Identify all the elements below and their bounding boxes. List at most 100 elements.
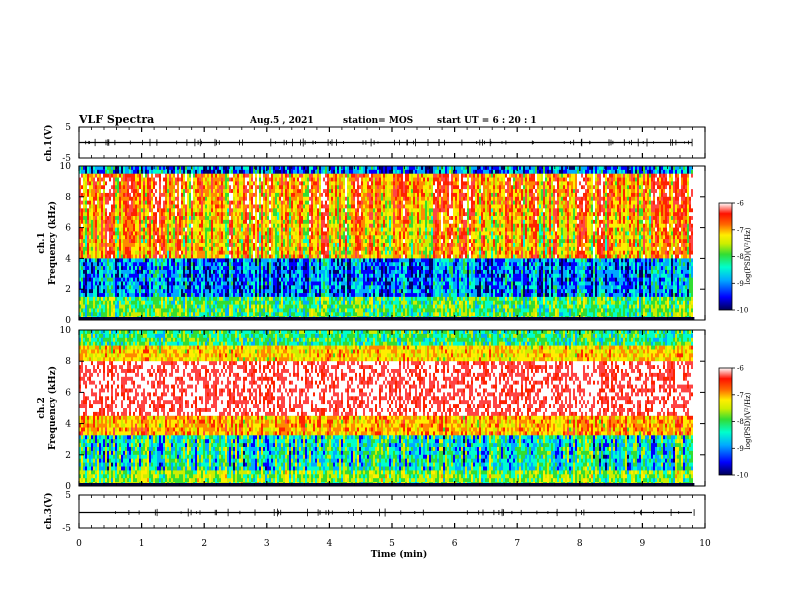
spectrogram-cell: [139, 251, 141, 255]
spectrogram-cell: [135, 208, 137, 212]
spectrogram-cell: [125, 197, 127, 201]
spectrogram-cell: [113, 308, 115, 312]
spectrogram-cell: [129, 193, 131, 197]
spectrogram-cell: [107, 255, 109, 259]
spectrogram-cell: [133, 181, 135, 185]
spectrogram-cell: [91, 297, 93, 301]
spectrogram-cell: [137, 312, 139, 316]
spectrogram-cell: [87, 308, 89, 312]
spectrogram-cell: [115, 224, 117, 228]
spectrogram-cell: [89, 212, 91, 216]
spectrogram-cell: [111, 185, 113, 189]
spectrogram-cell: [111, 228, 113, 232]
spectrogram-cell: [125, 312, 127, 316]
spectrogram-cell: [89, 297, 91, 301]
spectrogram-cell: [85, 212, 87, 216]
spectrogram-cell: [121, 278, 123, 282]
spectrogram-cell: [129, 224, 131, 228]
spectrogram-cell: [107, 289, 109, 293]
spectrogram-cell: [105, 181, 107, 185]
spectrogram-cell: [93, 270, 95, 274]
spectrogram-cell: [127, 181, 129, 185]
spectrogram-cell: [137, 201, 139, 205]
spectrogram-cell: [107, 301, 109, 305]
spectrogram-cell: [103, 301, 105, 305]
spectrogram-cell: [91, 212, 93, 216]
spectrogram-cell: [125, 239, 127, 243]
spectrogram-cell: [127, 208, 129, 212]
spectrogram-cell: [85, 293, 87, 297]
spectrogram-cell: [87, 278, 89, 282]
spectrogram-cell: [131, 185, 133, 189]
spectrogram-cell: [103, 197, 105, 201]
spectrogram-cell: [117, 243, 119, 247]
spectrogram-cell: [133, 205, 135, 209]
spectrogram-cell: [101, 231, 103, 235]
spectrogram-cell: [117, 166, 119, 170]
spectrogram-cell: [131, 251, 133, 255]
spectrogram-cell: [83, 308, 85, 312]
spectrogram-cell: [91, 189, 93, 193]
spectrogram-cell: [95, 201, 97, 205]
spectrogram-cell: [123, 266, 125, 270]
spectrogram-cell: [115, 174, 117, 178]
spectrogram-cell: [115, 305, 117, 309]
spectrogram-cell: [85, 243, 87, 247]
spectrogram-cell: [119, 201, 121, 205]
spectrogram-cell: [129, 270, 131, 274]
spectrogram-cell: [109, 208, 111, 212]
spectrogram-cell: [85, 247, 87, 251]
spectrogram-cell: [83, 231, 85, 235]
spectrogram-cell: [91, 197, 93, 201]
spectrogram-cell: [117, 247, 119, 251]
spectrogram-cell: [105, 266, 107, 270]
spectrogram-cell: [131, 270, 133, 274]
spectrogram-cell: [81, 266, 83, 270]
spectrogram-cell: [137, 274, 139, 278]
spectrogram-cell: [85, 266, 87, 270]
spectrogram-cell: [137, 239, 139, 243]
spectrogram-cell: [123, 228, 125, 232]
spectrogram-cell: [91, 274, 93, 278]
spectrogram-cell: [95, 170, 97, 174]
date-label: Aug.5 , 2021: [249, 116, 314, 126]
spectrogram-cell: [129, 255, 131, 259]
spectrogram-cell: [109, 181, 111, 185]
spectrogram-cell: [139, 235, 141, 239]
spectrogram-cell: [139, 278, 141, 282]
spectrogram-cell: [109, 170, 111, 174]
spectrogram-cell: [117, 208, 119, 212]
spectrogram-cell: [103, 208, 105, 212]
spectrogram-cell: [109, 247, 111, 251]
spectrogram-cell: [101, 289, 103, 293]
spectrogram-cell: [121, 235, 123, 239]
spectrogram-cell: [97, 247, 99, 251]
spectrogram-cell: [133, 197, 135, 201]
spectrogram-cell: [121, 305, 123, 309]
spectrogram-cell: [125, 308, 127, 312]
spectrogram-cell: [125, 193, 127, 197]
spectrogram-cell: [97, 285, 99, 289]
spectrogram-cell: [109, 212, 111, 216]
spectrogram-cell: [105, 278, 107, 282]
spectrogram-cell: [131, 197, 133, 201]
spectrogram-cell: [99, 174, 101, 178]
spectrogram-cell: [113, 235, 115, 239]
spectrogram-cell: [101, 282, 103, 286]
spectrogram-cell: [107, 208, 109, 212]
spectrogram-cell: [81, 305, 83, 309]
spectrogram-cell: [135, 270, 137, 274]
spectrogram-cell: [117, 170, 119, 174]
spectrogram-cell: [105, 189, 107, 193]
spectrogram-cell: [101, 305, 103, 309]
spectrogram-cell: [125, 255, 127, 259]
spectrogram-cell: [121, 297, 123, 301]
spectrogram-cell: [111, 289, 113, 293]
spectrogram-cell: [99, 231, 101, 235]
spectrogram-cell: [109, 189, 111, 193]
spectrogram-cell: [111, 312, 113, 316]
spectrogram-cell: [97, 208, 99, 212]
spectrogram-cell: [113, 282, 115, 286]
spectrogram-cell: [105, 174, 107, 178]
spectrogram-cell: [103, 312, 105, 316]
